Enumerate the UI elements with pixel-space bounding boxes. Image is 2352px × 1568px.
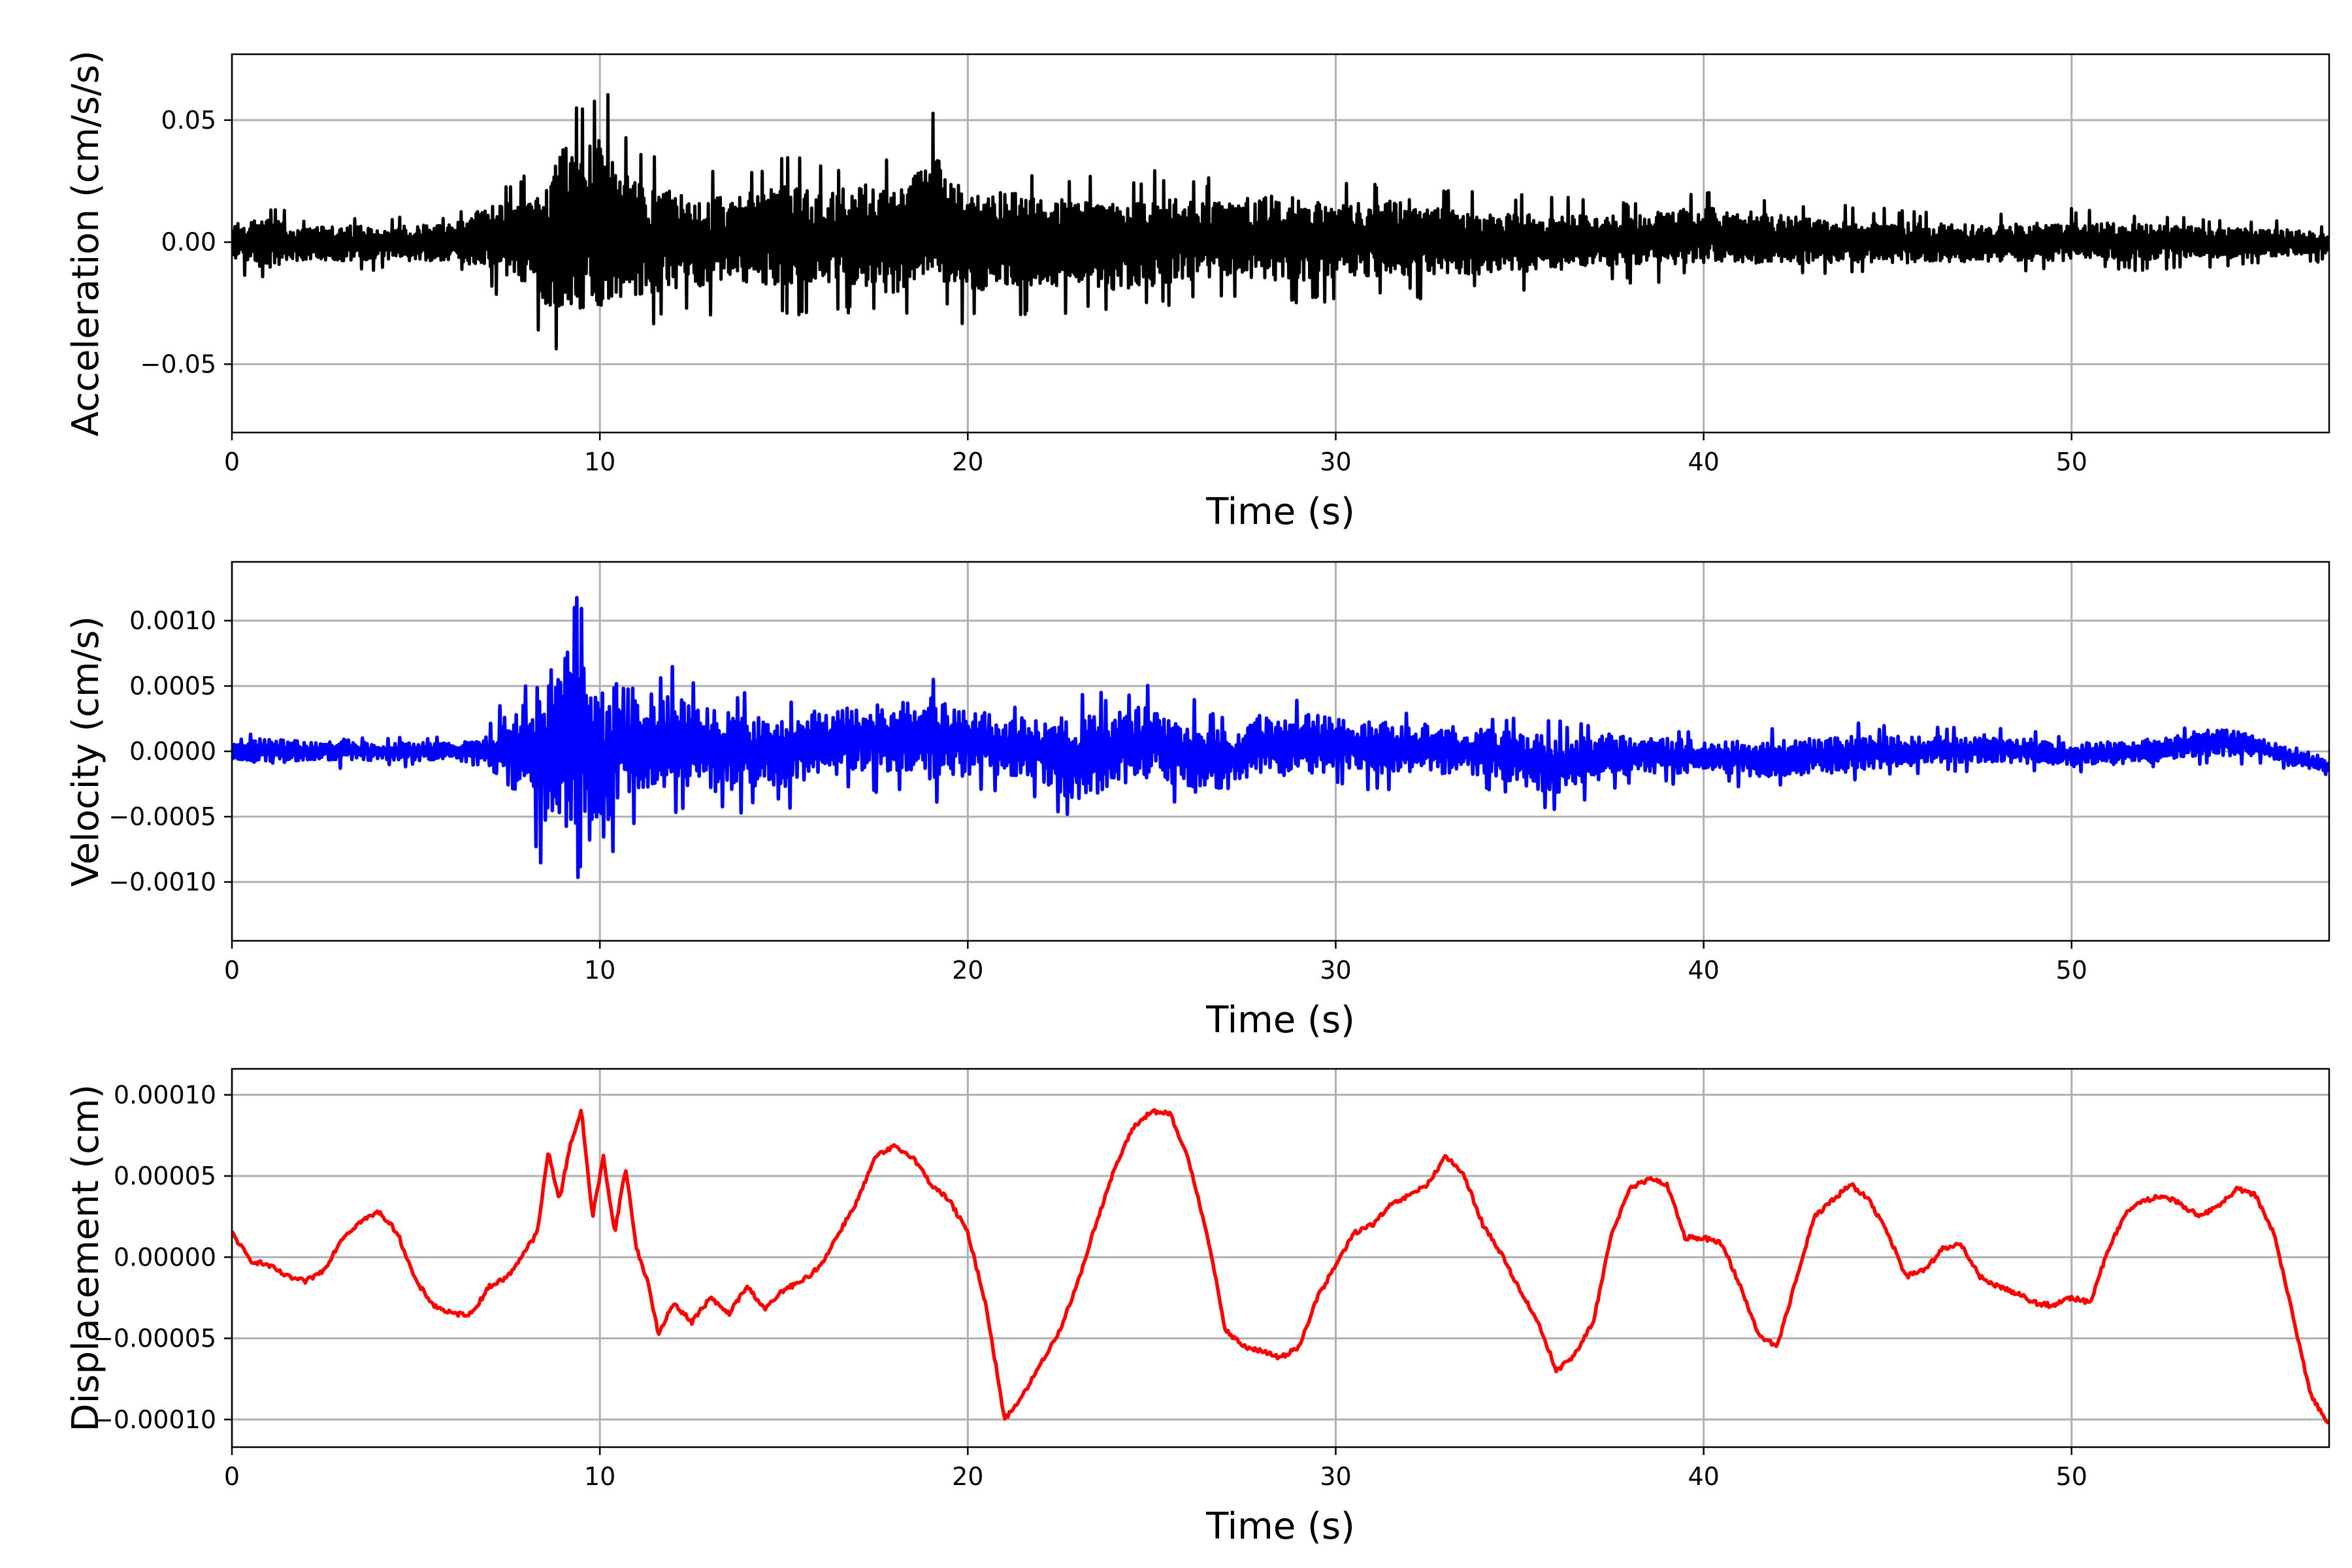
displacement-x-tick-label: 40 (1688, 1462, 1719, 1491)
displacement-y-tick-label: −0.00010 (93, 1405, 216, 1434)
velocity-ticks: 0 10 20 30 40 50 −0.0010 −0.0005 0.0000 0.0005 0.0… (108, 606, 2087, 985)
displacement-x-tick-label: 10 (584, 1462, 615, 1491)
acceleration-x-tick-label: 0 (224, 448, 240, 476)
acceleration-x-axis-label: Time (s) (1205, 491, 1355, 533)
displacement-y-tick-label: 0.00010 (114, 1081, 216, 1109)
acceleration-y-tick-label: −0.05 (140, 350, 216, 378)
acceleration-x-tick-label: 10 (584, 448, 615, 476)
displacement-panel: 0 10 20 30 40 50 −0.00010 −0.00005 0.00000 0.0000… (65, 1068, 2330, 1548)
acceleration-panel: 0 10 20 30 40 50 −0.05 0.00 0.05 Time (s) Accele… (65, 50, 2330, 533)
acceleration-y-axis-label: Acceleration (cm/s/s) (65, 50, 107, 436)
displacement-y-axis-label: Displacement (cm) (65, 1085, 107, 1432)
displacement-y-tick-label: 0.00000 (114, 1243, 216, 1271)
displacement-x-tick-label: 30 (1320, 1462, 1351, 1491)
velocity-y-tick-label: 0.0010 (129, 606, 216, 635)
displacement-y-tick-label: −0.00005 (93, 1324, 216, 1353)
velocity-x-tick-label: 0 (224, 956, 240, 985)
velocity-y-tick-label: 0.0000 (129, 737, 216, 766)
acceleration-y-tick-label: 0.00 (161, 228, 216, 257)
velocity-y-tick-label: 0.0005 (129, 672, 216, 700)
velocity-plot-area (232, 596, 2329, 879)
velocity-y-axis-label: Velocity (cm/s) (65, 616, 107, 887)
acceleration-x-tick-label: 30 (1320, 448, 1351, 476)
velocity-x-tick-label: 20 (952, 956, 983, 985)
velocity-x-tick-label: 50 (2056, 956, 2087, 985)
displacement-grid (231, 1069, 2329, 1447)
velocity-x-tick-label: 30 (1320, 956, 1351, 985)
velocity-x-tick-label: 10 (584, 956, 615, 985)
acceleration-axes-frame (231, 53, 2330, 434)
displacement-x-tick-label: 0 (224, 1462, 240, 1491)
displacement-x-axis-label: Time (s) (1205, 1505, 1355, 1548)
acceleration-y-tick-label: 0.05 (161, 106, 216, 135)
acceleration-plot-area (232, 93, 2329, 351)
displacement-ticks: 0 10 20 30 40 50 −0.00010 −0.00005 0.00000 0.0000… (93, 1081, 2087, 1491)
displacement-plot-area (232, 1107, 2329, 1425)
displacement-series-line (232, 1107, 2329, 1425)
displacement-x-tick-label: 20 (952, 1462, 983, 1491)
acceleration-series-line (232, 93, 2329, 351)
velocity-y-tick-label: −0.0010 (108, 868, 216, 896)
velocity-y-tick-label: −0.0005 (108, 802, 216, 831)
velocity-x-axis-label: Time (s) (1205, 999, 1355, 1041)
velocity-series-line (232, 596, 2329, 879)
acceleration-x-tick-label: 40 (1688, 448, 1719, 476)
velocity-panel: 0 10 20 30 40 50 −0.0010 −0.0005 0.0000 0.0005 0.0… (65, 561, 2330, 1041)
displacement-x-tick-label: 50 (2056, 1462, 2087, 1491)
displacement-y-tick-label: 0.00005 (114, 1162, 216, 1190)
velocity-x-tick-label: 40 (1688, 956, 1719, 985)
acceleration-x-tick-label: 50 (2056, 448, 2087, 476)
acceleration-ticks: 0 10 20 30 40 50 −0.05 0.00 0.05 (140, 106, 2087, 476)
acceleration-x-tick-label: 20 (952, 448, 983, 476)
